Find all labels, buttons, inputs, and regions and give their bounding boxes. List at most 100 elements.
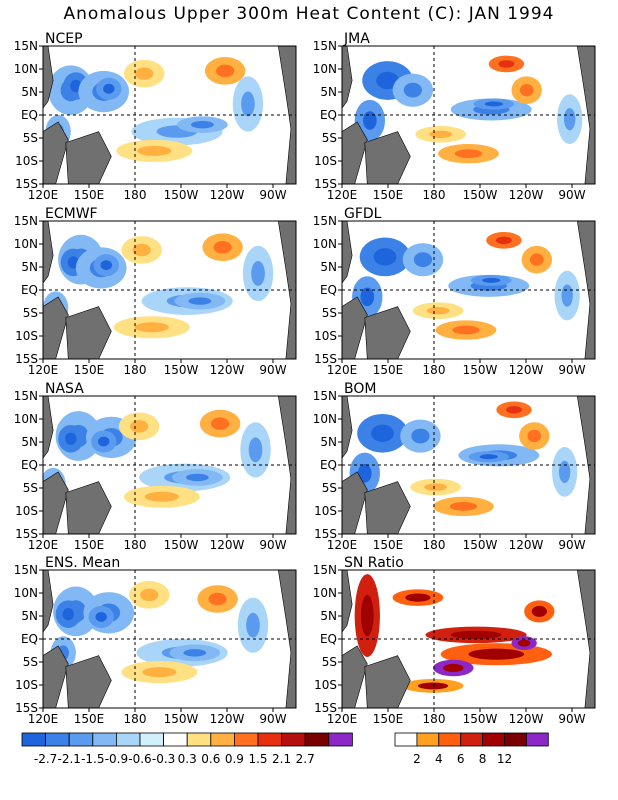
contour-core <box>517 639 531 647</box>
lat-tick-label: EQ <box>320 283 337 297</box>
sn-colorbar: 2 4 6 8 12 <box>394 732 549 766</box>
lat-tick-label: 10S <box>15 678 38 692</box>
lon-tick-label: 90W <box>259 363 286 377</box>
colorbar-label: 1.5 <box>248 752 267 766</box>
lon-tick-label: 180 <box>124 188 147 202</box>
lat-tick-label: EQ <box>21 632 38 646</box>
land-borneo <box>43 471 69 534</box>
colorbar-label: 0.3 <box>178 752 197 766</box>
contour-core <box>495 236 512 245</box>
colorbar-swatch <box>526 732 549 747</box>
lon-tick-label: 120W <box>509 188 544 202</box>
lon-tick-label: 180 <box>423 538 446 552</box>
lat-tick-label: 10N <box>313 62 337 76</box>
contour-core <box>561 284 573 307</box>
contour-core <box>140 588 159 602</box>
contour-core <box>479 454 498 460</box>
colorbar-swatch <box>163 732 188 747</box>
contour-core <box>429 130 453 139</box>
land-borneo <box>342 471 368 534</box>
land-americas <box>277 46 296 184</box>
colorbar-swatch <box>186 732 212 747</box>
contour-core <box>564 107 576 131</box>
lon-tick-label: 90W <box>259 188 286 202</box>
lat-tick-label: 5N <box>21 609 38 623</box>
lon-tick-label: 150W <box>463 538 498 552</box>
lon-tick-label: 120W <box>210 538 245 552</box>
colorbar-swatch <box>45 732 70 747</box>
colorbar-label: -0.9 <box>105 752 128 766</box>
contour-core <box>188 297 212 305</box>
lat-tick-label: 5N <box>320 85 337 99</box>
colorbar-label: -0.3 <box>152 752 175 766</box>
land-americas <box>277 396 296 534</box>
contour-core <box>443 663 464 673</box>
land-new-guinea <box>65 655 112 708</box>
contour-core <box>191 120 214 129</box>
lon-tick-label: 120E <box>327 188 358 202</box>
lat-tick-label: 15N <box>313 214 337 228</box>
lon-tick-label: 150W <box>463 712 498 726</box>
contour-core <box>98 436 110 447</box>
contour-core <box>449 502 478 511</box>
lat-tick-label: 5S <box>322 306 337 320</box>
land-borneo <box>43 645 69 708</box>
colorbar-label: 0.6 <box>201 752 220 766</box>
land-americas <box>277 570 296 708</box>
contour-core <box>411 428 430 444</box>
land-americas <box>576 396 595 534</box>
lon-tick-label: 150E <box>74 712 105 726</box>
lat-tick-label: EQ <box>320 632 337 646</box>
lat-tick-label: 10S <box>15 504 38 518</box>
lat-tick-label: 10N <box>313 412 337 426</box>
lat-tick-label: 5N <box>21 85 38 99</box>
lon-tick-label: 150E <box>74 363 105 377</box>
contour-core <box>144 491 179 502</box>
contour-core <box>210 417 230 430</box>
lon-tick-label: 150E <box>74 188 105 202</box>
colorbar-swatch <box>438 732 462 747</box>
lon-tick-label: 180 <box>423 363 446 377</box>
lon-tick-label: 180 <box>124 363 147 377</box>
lat-tick-label: 5S <box>23 306 38 320</box>
lon-tick-label: 150W <box>164 538 199 552</box>
lon-tick-label: 180 <box>124 538 147 552</box>
lon-tick-label: 150W <box>164 363 199 377</box>
land-americas <box>277 221 296 359</box>
lon-tick-label: 120E <box>327 538 358 552</box>
lon-tick-label: 90W <box>558 363 585 377</box>
contour-core <box>519 83 534 97</box>
colorbar-label: 0.9 <box>225 752 244 766</box>
land-philippines <box>342 570 353 633</box>
panel-title: SN Ratio <box>344 555 404 571</box>
contour-core <box>362 111 377 130</box>
land-new-guinea <box>364 306 411 359</box>
lat-tick-label: 10N <box>14 412 38 426</box>
colorbar-swatch <box>257 732 283 747</box>
lat-tick-label: 10S <box>314 678 337 692</box>
lat-tick-label: 15S <box>314 352 337 366</box>
land-new-guinea <box>65 481 112 534</box>
lat-tick-label: 15N <box>14 39 38 53</box>
lat-tick-label: 10S <box>15 329 38 343</box>
land-borneo <box>342 296 368 359</box>
lon-tick-label: 120E <box>327 363 358 377</box>
lat-tick-label: 5S <box>322 655 337 669</box>
land-philippines <box>43 396 54 459</box>
lon-tick-label: 150W <box>164 188 199 202</box>
contour-core <box>531 605 547 617</box>
lat-tick-label: 10N <box>313 237 337 251</box>
colorbar-swatch <box>460 732 484 747</box>
panel-title: NCEP <box>45 31 83 47</box>
lon-tick-label: 150E <box>74 538 105 552</box>
lat-tick-label: 5N <box>320 609 337 623</box>
colorbar-label: 2.1 <box>272 752 291 766</box>
contour-core <box>417 682 449 690</box>
lon-tick-label: 120W <box>509 363 544 377</box>
contour-core <box>405 593 431 602</box>
contour-core <box>65 432 77 445</box>
colorbar-label: 6 <box>457 752 465 766</box>
land-philippines <box>43 570 54 633</box>
